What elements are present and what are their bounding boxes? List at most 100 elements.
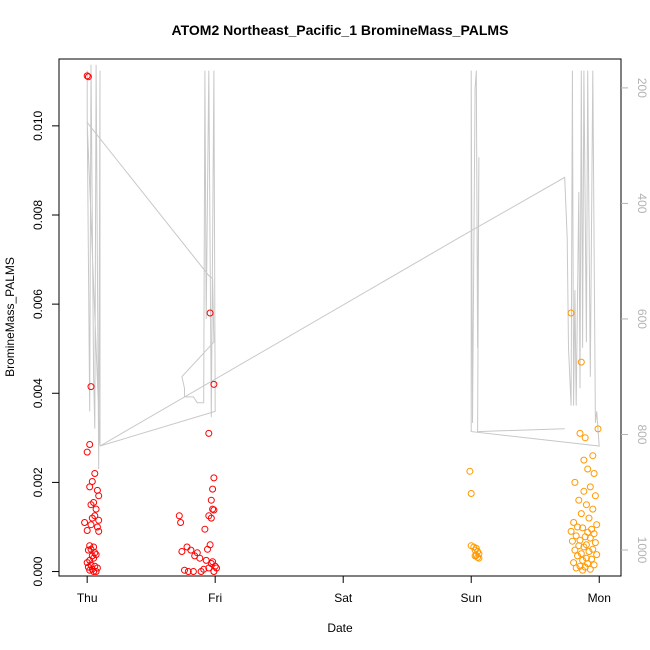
- data-point-red: [86, 566, 94, 574]
- data-point-red: [84, 73, 92, 81]
- data-point-orange: [570, 559, 578, 567]
- data-point-orange: [577, 358, 585, 366]
- data-point-red: [95, 516, 103, 524]
- data-point-orange: [574, 523, 581, 531]
- data-point-red: [92, 568, 100, 575]
- data-point-orange: [589, 545, 597, 553]
- data-point-orange: [571, 546, 579, 554]
- data-point-red: [189, 568, 197, 575]
- data-point-orange: [590, 470, 598, 477]
- data-point-orange: [581, 434, 589, 442]
- data-point-red: [202, 556, 210, 564]
- pressure-series: [86, 64, 600, 470]
- x-tick-label: Fri: [208, 591, 222, 605]
- data-point-red: [210, 474, 218, 482]
- data-point-red: [95, 492, 103, 500]
- data-point-orange: [593, 521, 601, 529]
- data-point-red: [88, 478, 96, 485]
- data-point-red: [205, 564, 213, 572]
- data-point-orange: [585, 514, 593, 522]
- y-tick-label: 0.000: [31, 556, 45, 586]
- data-point-red: [175, 512, 183, 520]
- pressure-line: [86, 64, 600, 470]
- y-tick-label: 0.004: [31, 378, 45, 408]
- data-point-orange: [572, 564, 580, 572]
- data-point-red: [83, 72, 91, 80]
- data-point-red: [178, 548, 186, 555]
- data-point-orange: [594, 425, 602, 433]
- data-point-orange: [575, 542, 583, 550]
- data-point-orange: [591, 539, 599, 547]
- data-point-orange: [581, 533, 589, 541]
- data-point-orange: [579, 566, 587, 574]
- data-point-red: [86, 483, 94, 491]
- data-point-orange: [585, 548, 593, 555]
- data-point-orange: [580, 456, 588, 464]
- data-point-orange: [567, 527, 575, 535]
- data-point-orange: [570, 519, 578, 526]
- data-point-red: [87, 521, 95, 529]
- data-point-orange: [574, 552, 581, 560]
- data-point-red: [210, 568, 218, 575]
- data-point-orange: [584, 465, 592, 473]
- x-tick-label: Sat: [334, 591, 353, 605]
- data-point-red: [209, 485, 217, 493]
- data-point-orange: [567, 309, 575, 317]
- data-point-red: [83, 559, 91, 567]
- data-point-orange: [577, 510, 585, 518]
- data-point-orange: [589, 505, 597, 513]
- data-point-red: [177, 519, 185, 526]
- data-point-red: [87, 501, 95, 509]
- y2-tick-label: 400: [635, 193, 649, 213]
- y2-tick-label: 1000: [635, 537, 649, 564]
- scatter-points: [81, 72, 602, 575]
- data-point-red: [210, 506, 218, 514]
- data-point-orange: [589, 452, 597, 460]
- data-point-red: [95, 527, 103, 535]
- data-point-red: [204, 545, 211, 553]
- data-point-red: [200, 565, 208, 573]
- data-point-red: [93, 564, 101, 572]
- data-point-red: [210, 380, 218, 388]
- data-point-orange: [580, 543, 588, 551]
- secondary-y-axis: 200 400 600 800 1000: [621, 78, 649, 564]
- data-point-orange: [590, 561, 598, 569]
- data-point-red: [207, 496, 215, 504]
- x-axis: Thu Fri Sat Sun Mon: [77, 575, 611, 605]
- data-point-red: [86, 441, 94, 448]
- data-point-red: [83, 448, 91, 456]
- x-axis-label: Date: [327, 621, 353, 635]
- data-point-red: [91, 470, 99, 477]
- x-tick-label: Sun: [461, 591, 482, 605]
- data-point-red: [209, 505, 217, 513]
- data-point-red: [206, 309, 214, 317]
- data-point-red: [87, 383, 95, 391]
- data-point-red: [81, 519, 89, 526]
- data-point-red: [83, 527, 91, 534]
- data-point-orange: [572, 532, 580, 540]
- data-point-orange: [586, 565, 594, 573]
- data-point-orange: [577, 550, 585, 558]
- data-point-red: [196, 554, 204, 562]
- y-tick-label: 0.008: [31, 200, 45, 230]
- x-tick-label: Thu: [77, 591, 98, 605]
- data-point-orange: [576, 429, 584, 437]
- data-point-orange: [586, 483, 594, 491]
- y2-tick-label: 200: [635, 78, 649, 98]
- data-point-orange: [591, 492, 599, 500]
- data-point-orange: [467, 490, 475, 497]
- data-point-red: [86, 542, 94, 550]
- data-point-orange: [466, 467, 474, 475]
- data-point-orange: [580, 487, 588, 495]
- data-point-orange: [575, 496, 583, 504]
- y-axis: 0.000 0.002 0.004 0.006 0.008 0.010: [31, 111, 59, 587]
- data-point-red: [205, 429, 213, 437]
- data-point-red: [90, 568, 98, 575]
- data-point-orange: [586, 534, 594, 542]
- chart-title: ATOM2 Northeast_Pacific_1 BromineMass_PA…: [172, 22, 509, 38]
- x-tick-label: Mon: [588, 591, 611, 605]
- data-point-orange: [471, 552, 479, 560]
- data-point-red: [92, 505, 100, 513]
